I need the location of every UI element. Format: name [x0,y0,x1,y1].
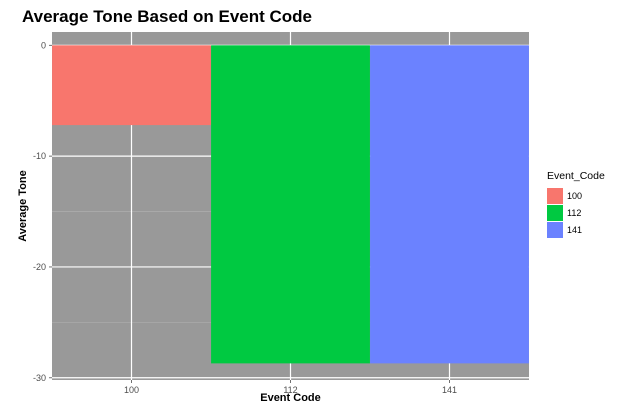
x-tick-label: 141 [442,385,457,395]
y-tick-label: -30 [33,373,46,383]
chart-title: Average Tone Based on Event Code [22,7,313,26]
x-tick-label: 100 [124,385,139,395]
legend-key-112 [547,204,563,221]
y-axis-title: Average Tone [17,170,29,242]
legend-title: Event_Code [547,170,605,182]
legend-label-100: 100 [567,190,583,201]
y-tick-label: -10 [33,151,46,161]
bar-100 [52,45,211,126]
legend-item-100: 100 [547,187,605,204]
legend-label-112: 112 [567,207,582,218]
y-tick-label: -20 [33,262,46,272]
legend: Event_Code 100 112 141 [547,170,605,238]
legend-key-100 [547,187,563,204]
x-axis-title: Event Code [260,392,321,404]
legend-key-141 [547,221,563,238]
x-tick-label: 112 [283,385,297,395]
bar-112 [211,45,370,364]
legend-item-141: 141 [547,221,605,238]
legend-label-141: 141 [567,224,583,235]
legend-item-112: 112 [547,204,605,221]
bar-141 [370,45,529,364]
y-tick-label: 0 [41,40,46,50]
